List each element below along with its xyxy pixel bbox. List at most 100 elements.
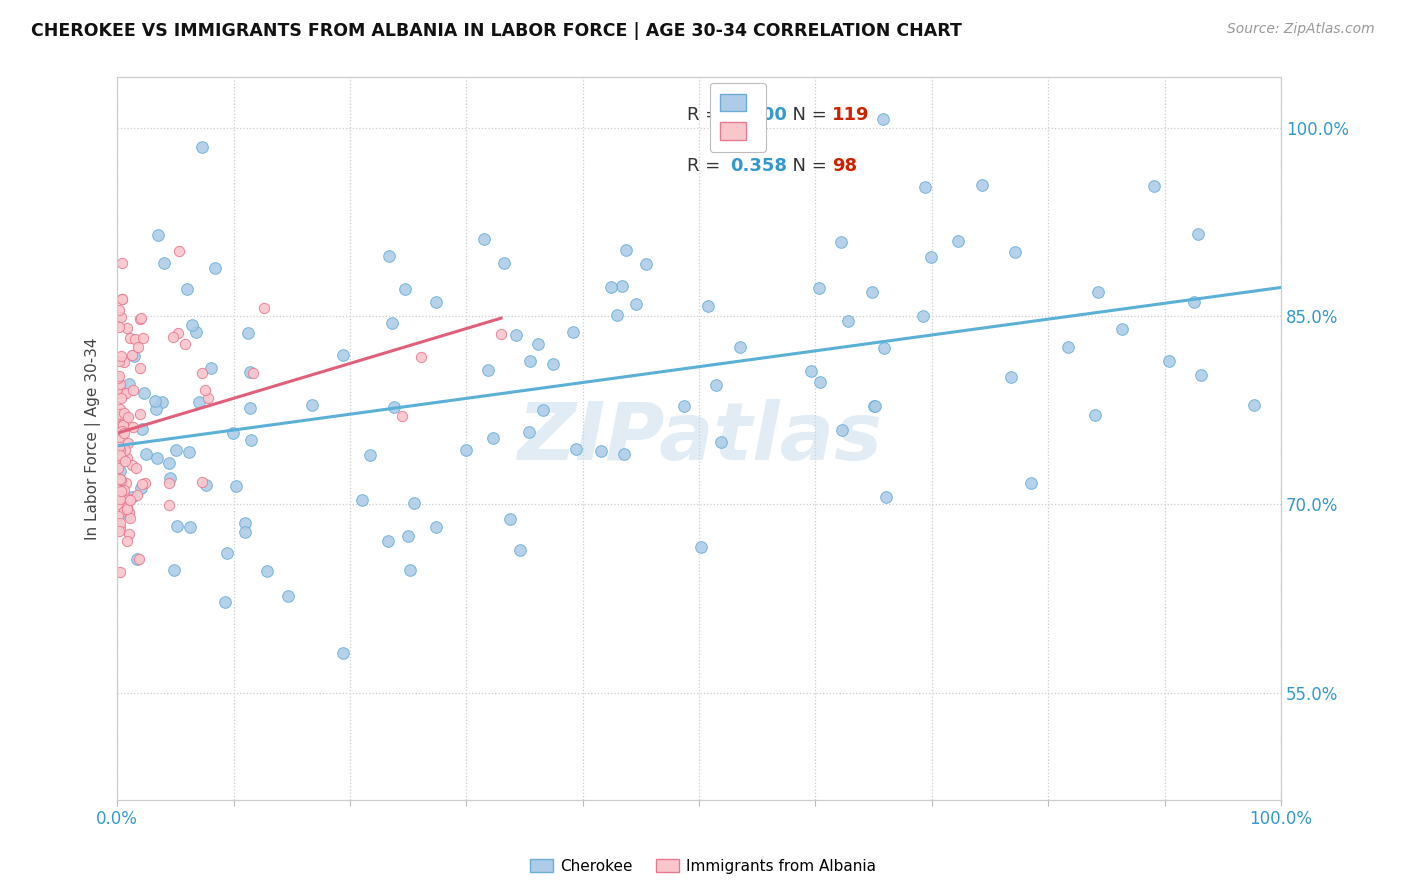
Point (157, 456, 180, 470)
Point (728, 340, 751, 354)
Point (606, 308, 628, 322)
Point (108, 442, 131, 457)
Point (610, 278, 633, 293)
Legend: , : , (710, 83, 765, 152)
Point (117, 436, 139, 450)
Point (561, 325, 583, 339)
Point (131, 481, 153, 495)
Point (127, 551, 149, 566)
Point (118, 492, 141, 507)
Point (110, 310, 132, 324)
Point (134, 476, 156, 491)
Text: R =: R = (688, 106, 727, 124)
Point (124, 332, 146, 346)
Point (110, 391, 132, 405)
Point (398, 563, 420, 577)
Point (117, 502, 139, 516)
Point (509, 542, 531, 557)
Point (108, 565, 131, 579)
Point (114, 410, 136, 425)
Point (489, 326, 512, 341)
Point (177, 445, 200, 459)
Point (409, 351, 432, 365)
Point (505, 328, 527, 343)
Point (696, 299, 718, 313)
Point (239, 433, 262, 447)
Point (863, 399, 886, 413)
Point (1243, 398, 1265, 412)
Text: Source: ZipAtlas.com: Source: ZipAtlas.com (1227, 22, 1375, 37)
Point (117, 410, 139, 425)
Text: CHEROKEE VS IMMIGRANTS FROM ALBANIA IN LABOR FORCE | AGE 30-34 CORRELATION CHART: CHEROKEE VS IMMIGRANTS FROM ALBANIA IN L… (31, 22, 962, 40)
Point (1187, 227, 1209, 241)
Text: ZIPatlas: ZIPatlas (516, 400, 882, 477)
Point (808, 376, 831, 390)
Point (131, 477, 153, 491)
Point (114, 409, 136, 423)
Point (472, 231, 495, 245)
Point (128, 311, 150, 326)
Point (159, 475, 181, 490)
Point (1111, 321, 1133, 335)
Point (110, 516, 132, 530)
Point (108, 521, 131, 535)
Point (120, 331, 142, 345)
Point (107, 446, 129, 460)
Point (167, 326, 190, 340)
Point (831, 423, 853, 437)
Point (184, 325, 207, 339)
Point (111, 293, 134, 307)
Point (875, 490, 897, 504)
Point (110, 420, 132, 434)
Point (253, 301, 276, 315)
Point (970, 178, 993, 193)
Point (107, 471, 129, 485)
Point (425, 520, 447, 534)
Point (381, 316, 404, 330)
Point (110, 498, 132, 512)
Point (108, 319, 131, 334)
Point (112, 503, 135, 517)
Point (242, 366, 264, 380)
Point (837, 314, 859, 328)
Point (533, 403, 555, 417)
Point (128, 361, 150, 376)
Point (127, 340, 149, 354)
Point (115, 476, 138, 491)
Point (128, 551, 150, 566)
Point (121, 490, 143, 504)
Point (494, 256, 516, 270)
Point (499, 512, 522, 526)
Point (519, 354, 541, 368)
Point (107, 386, 129, 401)
Point (564, 442, 586, 456)
Point (114, 385, 136, 400)
Point (108, 448, 131, 462)
Point (332, 646, 354, 660)
Point (115, 321, 138, 335)
Point (148, 227, 170, 242)
Point (194, 477, 217, 491)
Point (277, 589, 299, 603)
Point (110, 484, 132, 499)
Point (176, 281, 198, 295)
Point (118, 376, 141, 391)
Point (359, 448, 381, 462)
Point (150, 395, 173, 409)
Point (143, 393, 166, 408)
Point (107, 509, 129, 524)
Point (190, 475, 212, 489)
Point (425, 294, 447, 309)
Point (690, 540, 713, 554)
Point (613, 447, 636, 461)
Point (146, 451, 169, 466)
Point (217, 546, 239, 560)
Point (120, 511, 142, 525)
Point (115, 534, 138, 549)
Point (110, 402, 132, 417)
Point (911, 309, 934, 323)
Point (114, 454, 136, 468)
Point (157, 498, 180, 512)
Point (541, 357, 564, 371)
Text: R =: R = (688, 157, 727, 175)
